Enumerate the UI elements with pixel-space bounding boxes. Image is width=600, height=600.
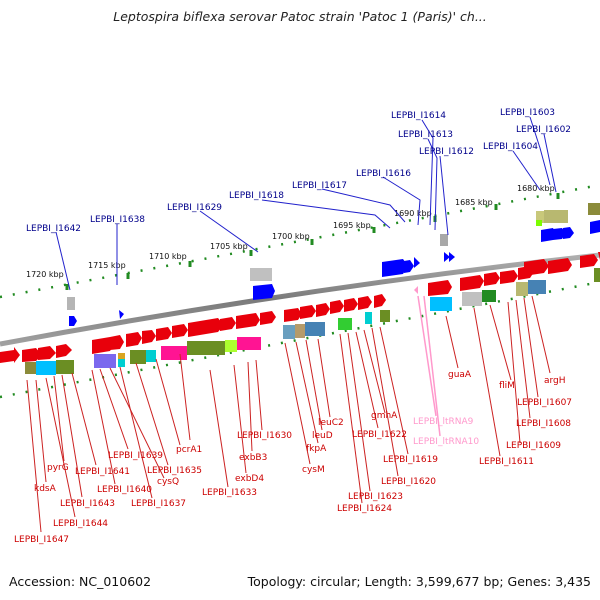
scale-label: 1695 kbp [333, 221, 371, 230]
gene-label[interactable]: LEPBI_I1622 [352, 430, 407, 440]
gene-label[interactable]: LEPBI_I1630 [237, 431, 292, 441]
gene-label[interactable]: leuD [312, 431, 333, 441]
top-callouts [55, 116, 557, 291]
gene-label[interactable]: pyrG [47, 463, 69, 473]
gene-label[interactable]: LEPBI_I1617 [292, 181, 347, 191]
gene-label[interactable]: LEPBI_I1629 [167, 203, 222, 213]
scale-rail-outer [0, 183, 600, 299]
gene-label[interactable]: kdsA [34, 484, 57, 494]
gene-label[interactable]: fkpA [306, 444, 327, 454]
scale-label: 1705 kbp [210, 242, 248, 251]
gene-label[interactable]: exbD4 [235, 474, 264, 484]
gene-label[interactable]: LEPBI_I1635 [147, 466, 202, 476]
gene-label[interactable]: LEPBI_I1643 [60, 499, 115, 509]
gene-label[interactable]: LEPBI_I1637 [131, 499, 186, 509]
accession-text: Accession: NC_010602 [9, 574, 152, 589]
bottom-callouts [26, 295, 551, 533]
upper-misc-genes [67, 203, 600, 310]
gene-label[interactable]: pcrA1 [176, 445, 202, 455]
gene-label[interactable]: cysQ [157, 477, 179, 487]
scale-label: 1690 kbp [394, 209, 432, 218]
trna-callouts [417, 295, 441, 437]
gene-label[interactable]: LEPBI_I1639 [108, 451, 163, 461]
gene-label[interactable]: LEPBI_I1608 [516, 419, 571, 429]
scale-label: 1685 kbp [455, 198, 493, 207]
gene-label[interactable]: cysM [302, 465, 325, 475]
gene-label[interactable]: leuC2 [318, 418, 344, 428]
gene-label[interactable]: LEPBI_I1612 [419, 147, 474, 157]
gene-label[interactable]: LEPBI_I1603 [500, 108, 555, 118]
gene-label[interactable]: LEPBI_I1647 [14, 535, 69, 545]
gene-label[interactable]: LEPBI_I1618 [229, 191, 284, 201]
gene-label[interactable]: guaA [448, 370, 472, 380]
functional-genes-row-b [25, 268, 600, 375]
gene-label[interactable]: LEPBI_I1602 [516, 125, 571, 135]
gene-label[interactable]: LEPBI_I1638 [90, 215, 145, 225]
gene-label[interactable]: LEPBI_I1607 [517, 398, 572, 408]
gene-label[interactable]: exbB3 [239, 453, 267, 463]
gene-label[interactable]: LEPBI_I1613 [398, 130, 453, 140]
scale-label: 1700 kbp [272, 232, 310, 241]
scale-label: 1715 kbp [88, 261, 126, 270]
gene-label[interactable]: LEPBI_I1619 [383, 455, 438, 465]
scale-label: 1720 kbp [26, 270, 64, 279]
gene-label[interactable]: LEPBI_ltRNA9 [413, 417, 474, 427]
scale-labels: 1720 kbp 1715 kbp 1710 kbp 1705 kbp 1700… [26, 184, 555, 279]
gene-label[interactable]: LEPBI_I1611 [479, 457, 534, 467]
gene-label[interactable]: LEPBI_I1609 [506, 441, 561, 451]
gene-label[interactable]: LEPBI_I1642 [26, 224, 81, 234]
gene-label[interactable]: LEPBI_I1624 [337, 504, 392, 514]
top-labels: LEPBI_I1642 LEPBI_I1638 LEPBI_I1629 LEPB… [26, 108, 571, 234]
topology-text: Topology: circular; Length: 3,599,677 bp… [247, 574, 591, 589]
scale-label: 1680 kbp [517, 184, 555, 193]
gene-label[interactable]: LEPBI_I1633 [202, 488, 257, 498]
page-title: Leptospira biflexa serovar Patoc strain … [113, 9, 487, 24]
scale-rail-inner [0, 280, 600, 399]
gene-label[interactable]: LEPBI_I1644 [53, 519, 108, 529]
bottom-labels: LEPBI_I1647 kdsA LEPBI_I1644 pyrG LEPBI_… [14, 370, 572, 545]
gene-label[interactable]: LEPBI_I1623 [348, 492, 403, 502]
gene-label[interactable]: LEPBI_I1614 [391, 111, 446, 121]
gene-label[interactable]: LEPBI_I1616 [356, 169, 411, 179]
forward-genes-row-a [0, 252, 600, 363]
gene-label[interactable]: fliM [499, 381, 515, 391]
gene-label[interactable]: argH [544, 376, 566, 386]
gene-label[interactable]: LEPBI_I1641 [75, 467, 130, 477]
gene-label[interactable]: gmhA [371, 411, 398, 421]
gene-label[interactable]: LEPBI_I1604 [483, 142, 538, 152]
reverse-genes [69, 227, 574, 326]
scale-label: 1710 kbp [149, 252, 187, 261]
gene-label[interactable]: LEPBI_I1640 [97, 485, 152, 495]
gene-label[interactable]: LEPBI_ltRNA10 [413, 437, 479, 447]
genome-backbone [0, 252, 600, 347]
gene-label[interactable]: LEPBI_I1620 [381, 477, 436, 487]
